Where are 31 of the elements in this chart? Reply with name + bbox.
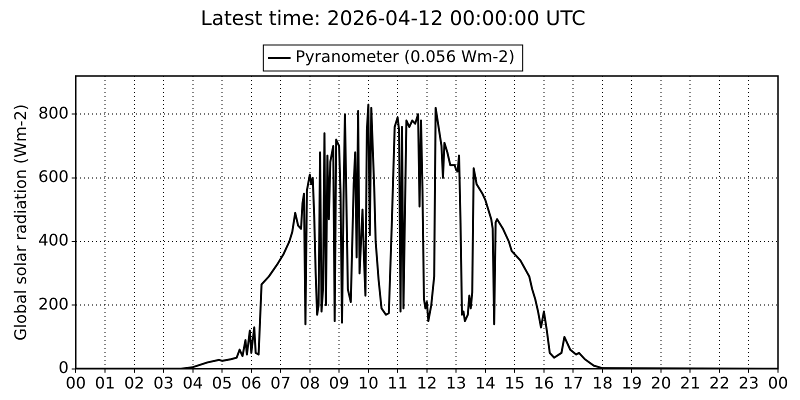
y-tick-label: 800 — [38, 103, 69, 122]
x-tick-label: 12 — [416, 374, 438, 393]
x-tick-label: 00 — [768, 374, 788, 393]
x-tick-label: 11 — [387, 374, 408, 393]
x-tick-label: 23 — [738, 374, 759, 393]
x-tick-label: 01 — [94, 374, 116, 393]
x-tick-label: 18 — [592, 374, 613, 393]
x-tick-label: 02 — [124, 374, 144, 393]
legend-label: Pyranometer (0.056 Wm-2) — [295, 47, 515, 66]
x-tick-label: 17 — [562, 374, 584, 393]
x-tick-label: 20 — [650, 374, 672, 393]
x-tick-label: 16 — [534, 374, 554, 393]
y-tick-label: 400 — [38, 230, 69, 250]
y-tick-label: 600 — [38, 167, 69, 186]
x-tick-label: 21 — [680, 374, 700, 393]
x-tick-label: 09 — [328, 374, 350, 393]
y-tick-label: 200 — [38, 294, 69, 314]
x-tick-label: 05 — [212, 374, 232, 393]
x-tick-label: 07 — [270, 374, 291, 393]
y-axis-title: Global solar radiation (Wm-2) — [10, 104, 30, 341]
x-tick-label: 13 — [446, 374, 466, 393]
chart-title: Latest time: 2026-04-12 00:00:00 UTC — [200, 6, 586, 30]
x-tick-label: 22 — [709, 374, 730, 393]
x-tick-label: 06 — [241, 374, 262, 393]
x-tick-label: 10 — [358, 374, 379, 393]
x-tick-label: 15 — [504, 374, 525, 393]
x-tick-label: 03 — [153, 374, 174, 393]
x-tick-label: 08 — [300, 374, 320, 393]
x-tick-label: 04 — [182, 374, 203, 393]
x-tick-label: 14 — [475, 374, 496, 393]
x-tick-label: 19 — [622, 374, 642, 393]
